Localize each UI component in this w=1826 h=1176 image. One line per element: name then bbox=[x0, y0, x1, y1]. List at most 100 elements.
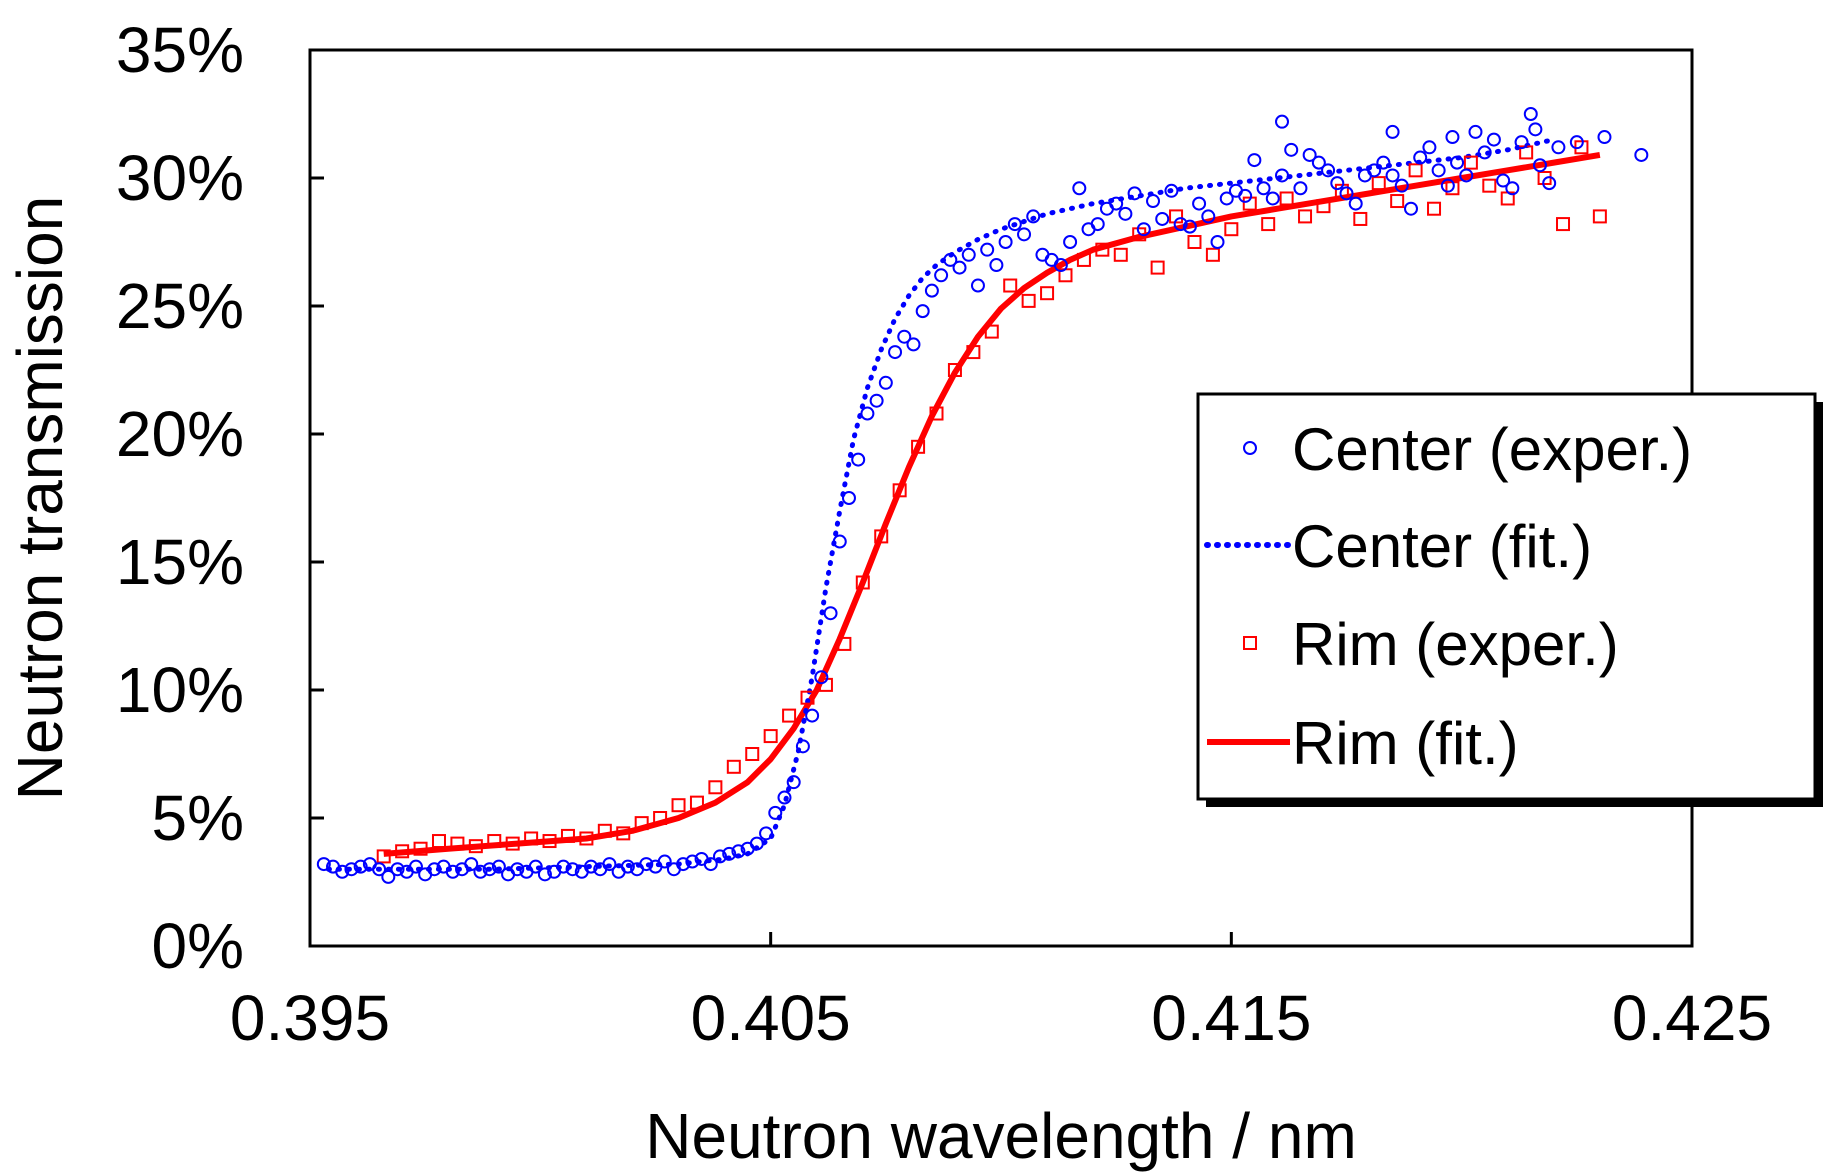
center-exper-point bbox=[1302, 147, 1317, 162]
center-exper-point bbox=[1219, 191, 1234, 206]
rim-exper-point bbox=[395, 844, 410, 859]
center-exper-point bbox=[1155, 211, 1170, 226]
rim-exper-point bbox=[431, 834, 446, 849]
rim-exper-point bbox=[1095, 242, 1110, 257]
center-exper-point bbox=[915, 304, 930, 319]
center-exper-point bbox=[1072, 181, 1087, 196]
x-tick-label: 0.425 bbox=[1612, 982, 1772, 1054]
rim-exper-point bbox=[855, 575, 870, 590]
center-exper-point bbox=[1523, 107, 1538, 121]
center-exper-point bbox=[408, 859, 423, 874]
center-exper-point bbox=[832, 534, 847, 549]
center-exper-point bbox=[1127, 186, 1142, 201]
rim-exper-point bbox=[524, 831, 539, 846]
center-exper-point bbox=[1569, 135, 1584, 150]
center-exper-point bbox=[980, 242, 995, 257]
rim-exper-point bbox=[1113, 247, 1128, 262]
rim-exper-point bbox=[1150, 260, 1165, 275]
rim-exper-point bbox=[800, 690, 815, 705]
center-exper-point bbox=[860, 406, 875, 421]
center-exper-point bbox=[1413, 150, 1428, 165]
center-exper-point bbox=[1173, 217, 1188, 232]
center-exper-point bbox=[1505, 181, 1520, 196]
y-tick-label: 20% bbox=[116, 398, 244, 470]
center-exper-point bbox=[1256, 181, 1271, 196]
center-exper-point bbox=[897, 329, 912, 344]
center-exper-point bbox=[1007, 217, 1022, 232]
center-exper-point bbox=[768, 805, 783, 820]
center-exper-point bbox=[528, 859, 543, 874]
rim-exper-point bbox=[616, 826, 631, 841]
rim-exper-point bbox=[1279, 191, 1294, 206]
y-tick-label: 0% bbox=[152, 910, 245, 982]
center-exper-point bbox=[1394, 178, 1409, 193]
center-exper-point bbox=[1026, 209, 1041, 224]
center-exper-point bbox=[1330, 176, 1345, 191]
center-exper-point bbox=[537, 867, 552, 882]
center-exper-point bbox=[970, 278, 985, 293]
center-exper-point bbox=[335, 864, 350, 879]
center-exper-point bbox=[869, 393, 884, 408]
rim-exper-point bbox=[468, 839, 483, 854]
center-exper-point bbox=[1385, 124, 1400, 139]
rim-exper-point bbox=[1371, 176, 1386, 191]
rim-exper-point bbox=[579, 831, 594, 846]
center-exper-point bbox=[1275, 168, 1290, 183]
center-exper-point bbox=[1496, 173, 1511, 188]
center-exper-point bbox=[1440, 178, 1455, 193]
center-exper-point bbox=[878, 375, 893, 390]
center-exper-point bbox=[657, 854, 672, 869]
rim-exper-point bbox=[1390, 194, 1405, 209]
center-exper-point bbox=[510, 862, 525, 877]
center-exper-point bbox=[1532, 158, 1547, 173]
center-exper-point bbox=[841, 491, 856, 505]
center-exper-point bbox=[1017, 227, 1032, 242]
rim-exper-point bbox=[1427, 201, 1442, 216]
rim-exper-point bbox=[1021, 293, 1036, 308]
center-exper-point bbox=[620, 859, 635, 874]
center-exper-point bbox=[906, 337, 921, 352]
center-exper-point bbox=[795, 739, 810, 754]
center-exper-point bbox=[703, 857, 718, 872]
center-exper-point bbox=[1339, 186, 1354, 201]
rim-exper-point bbox=[1316, 199, 1331, 214]
rim-exper-point bbox=[1353, 211, 1368, 226]
y-tick-label: 30% bbox=[116, 142, 244, 214]
center-exper-point bbox=[1431, 163, 1446, 178]
center-exper-point bbox=[1136, 222, 1151, 237]
rim-exper-point bbox=[1003, 278, 1018, 293]
center-exper-point bbox=[1238, 188, 1253, 203]
center-exper-point bbox=[427, 862, 442, 877]
center-exper-point bbox=[1164, 183, 1179, 198]
center-exper-point bbox=[491, 859, 506, 874]
center-exper-point bbox=[1053, 258, 1068, 273]
center-exper-point bbox=[584, 859, 599, 874]
x-tick-label: 0.415 bbox=[1151, 982, 1311, 1054]
center-exper-point bbox=[685, 854, 700, 869]
legend-box bbox=[1196, 392, 1817, 801]
center-exper-point bbox=[381, 869, 396, 884]
x-tick-label: 0.405 bbox=[691, 982, 851, 1054]
rim-exper-point bbox=[966, 345, 981, 360]
center-exper-point bbox=[749, 836, 764, 851]
rim-exper-point bbox=[837, 636, 852, 651]
rim-exper-point bbox=[1187, 235, 1202, 249]
rim-exper-point bbox=[763, 729, 778, 744]
rim-exper-point bbox=[874, 529, 889, 544]
center-exper-point bbox=[934, 268, 949, 283]
center-exper-point bbox=[390, 862, 405, 877]
legend-label-rim-exper: Rim (exper.) bbox=[1292, 611, 1619, 678]
rim-exper-point bbox=[1592, 209, 1607, 224]
center-exper-point bbox=[1090, 217, 1105, 232]
center-exper-point bbox=[1597, 130, 1612, 145]
rim-exper-point bbox=[1169, 209, 1184, 224]
legend-marker-rim-exper bbox=[1243, 636, 1257, 650]
center-exper-point bbox=[1422, 140, 1437, 155]
y-tick-label: 35% bbox=[116, 14, 244, 86]
center-exper-point bbox=[786, 775, 801, 790]
center-exper-point bbox=[1265, 191, 1280, 206]
center-exper-point bbox=[1109, 196, 1124, 211]
center-exper-point bbox=[344, 862, 359, 877]
rim-exper-point bbox=[653, 811, 668, 825]
